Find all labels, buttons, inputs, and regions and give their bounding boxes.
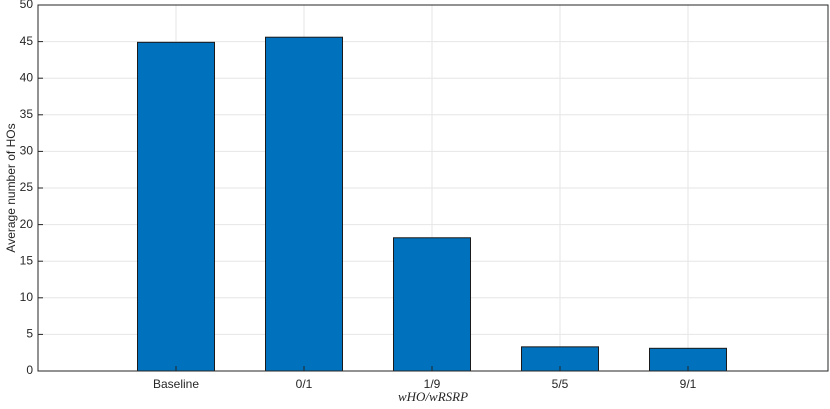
x-tick-label: 5/5 — [552, 377, 569, 391]
bar — [265, 36, 343, 372]
y-tick-label: 45 — [20, 34, 34, 48]
x-axis-label: wHO/wRSRP — [398, 389, 468, 404]
y-tick-label: 30 — [20, 144, 34, 158]
y-tick-label: 5 — [26, 327, 33, 341]
plot-frame — [37, 4, 829, 372]
x-tick-label: 9/1 — [680, 377, 697, 391]
bar — [393, 237, 471, 372]
y-tick-label: 15 — [20, 253, 34, 267]
x-tick-label: 1/9 — [424, 377, 441, 391]
y-tick-label: 0 — [26, 363, 33, 377]
y-tick-label: 10 — [20, 290, 34, 304]
y-tick-label: 50 — [20, 0, 34, 11]
bar — [521, 346, 599, 372]
bar — [137, 41, 215, 372]
y-tick-label: 40 — [20, 70, 34, 84]
y-axis-label: Average number of HOs — [4, 123, 18, 252]
y-tick-label: 20 — [20, 217, 34, 231]
x-tick-label: Baseline — [153, 377, 199, 391]
x-tick-label: 0/1 — [296, 377, 313, 391]
y-tick-label: 25 — [20, 180, 34, 194]
y-tick-label: 35 — [20, 107, 34, 121]
